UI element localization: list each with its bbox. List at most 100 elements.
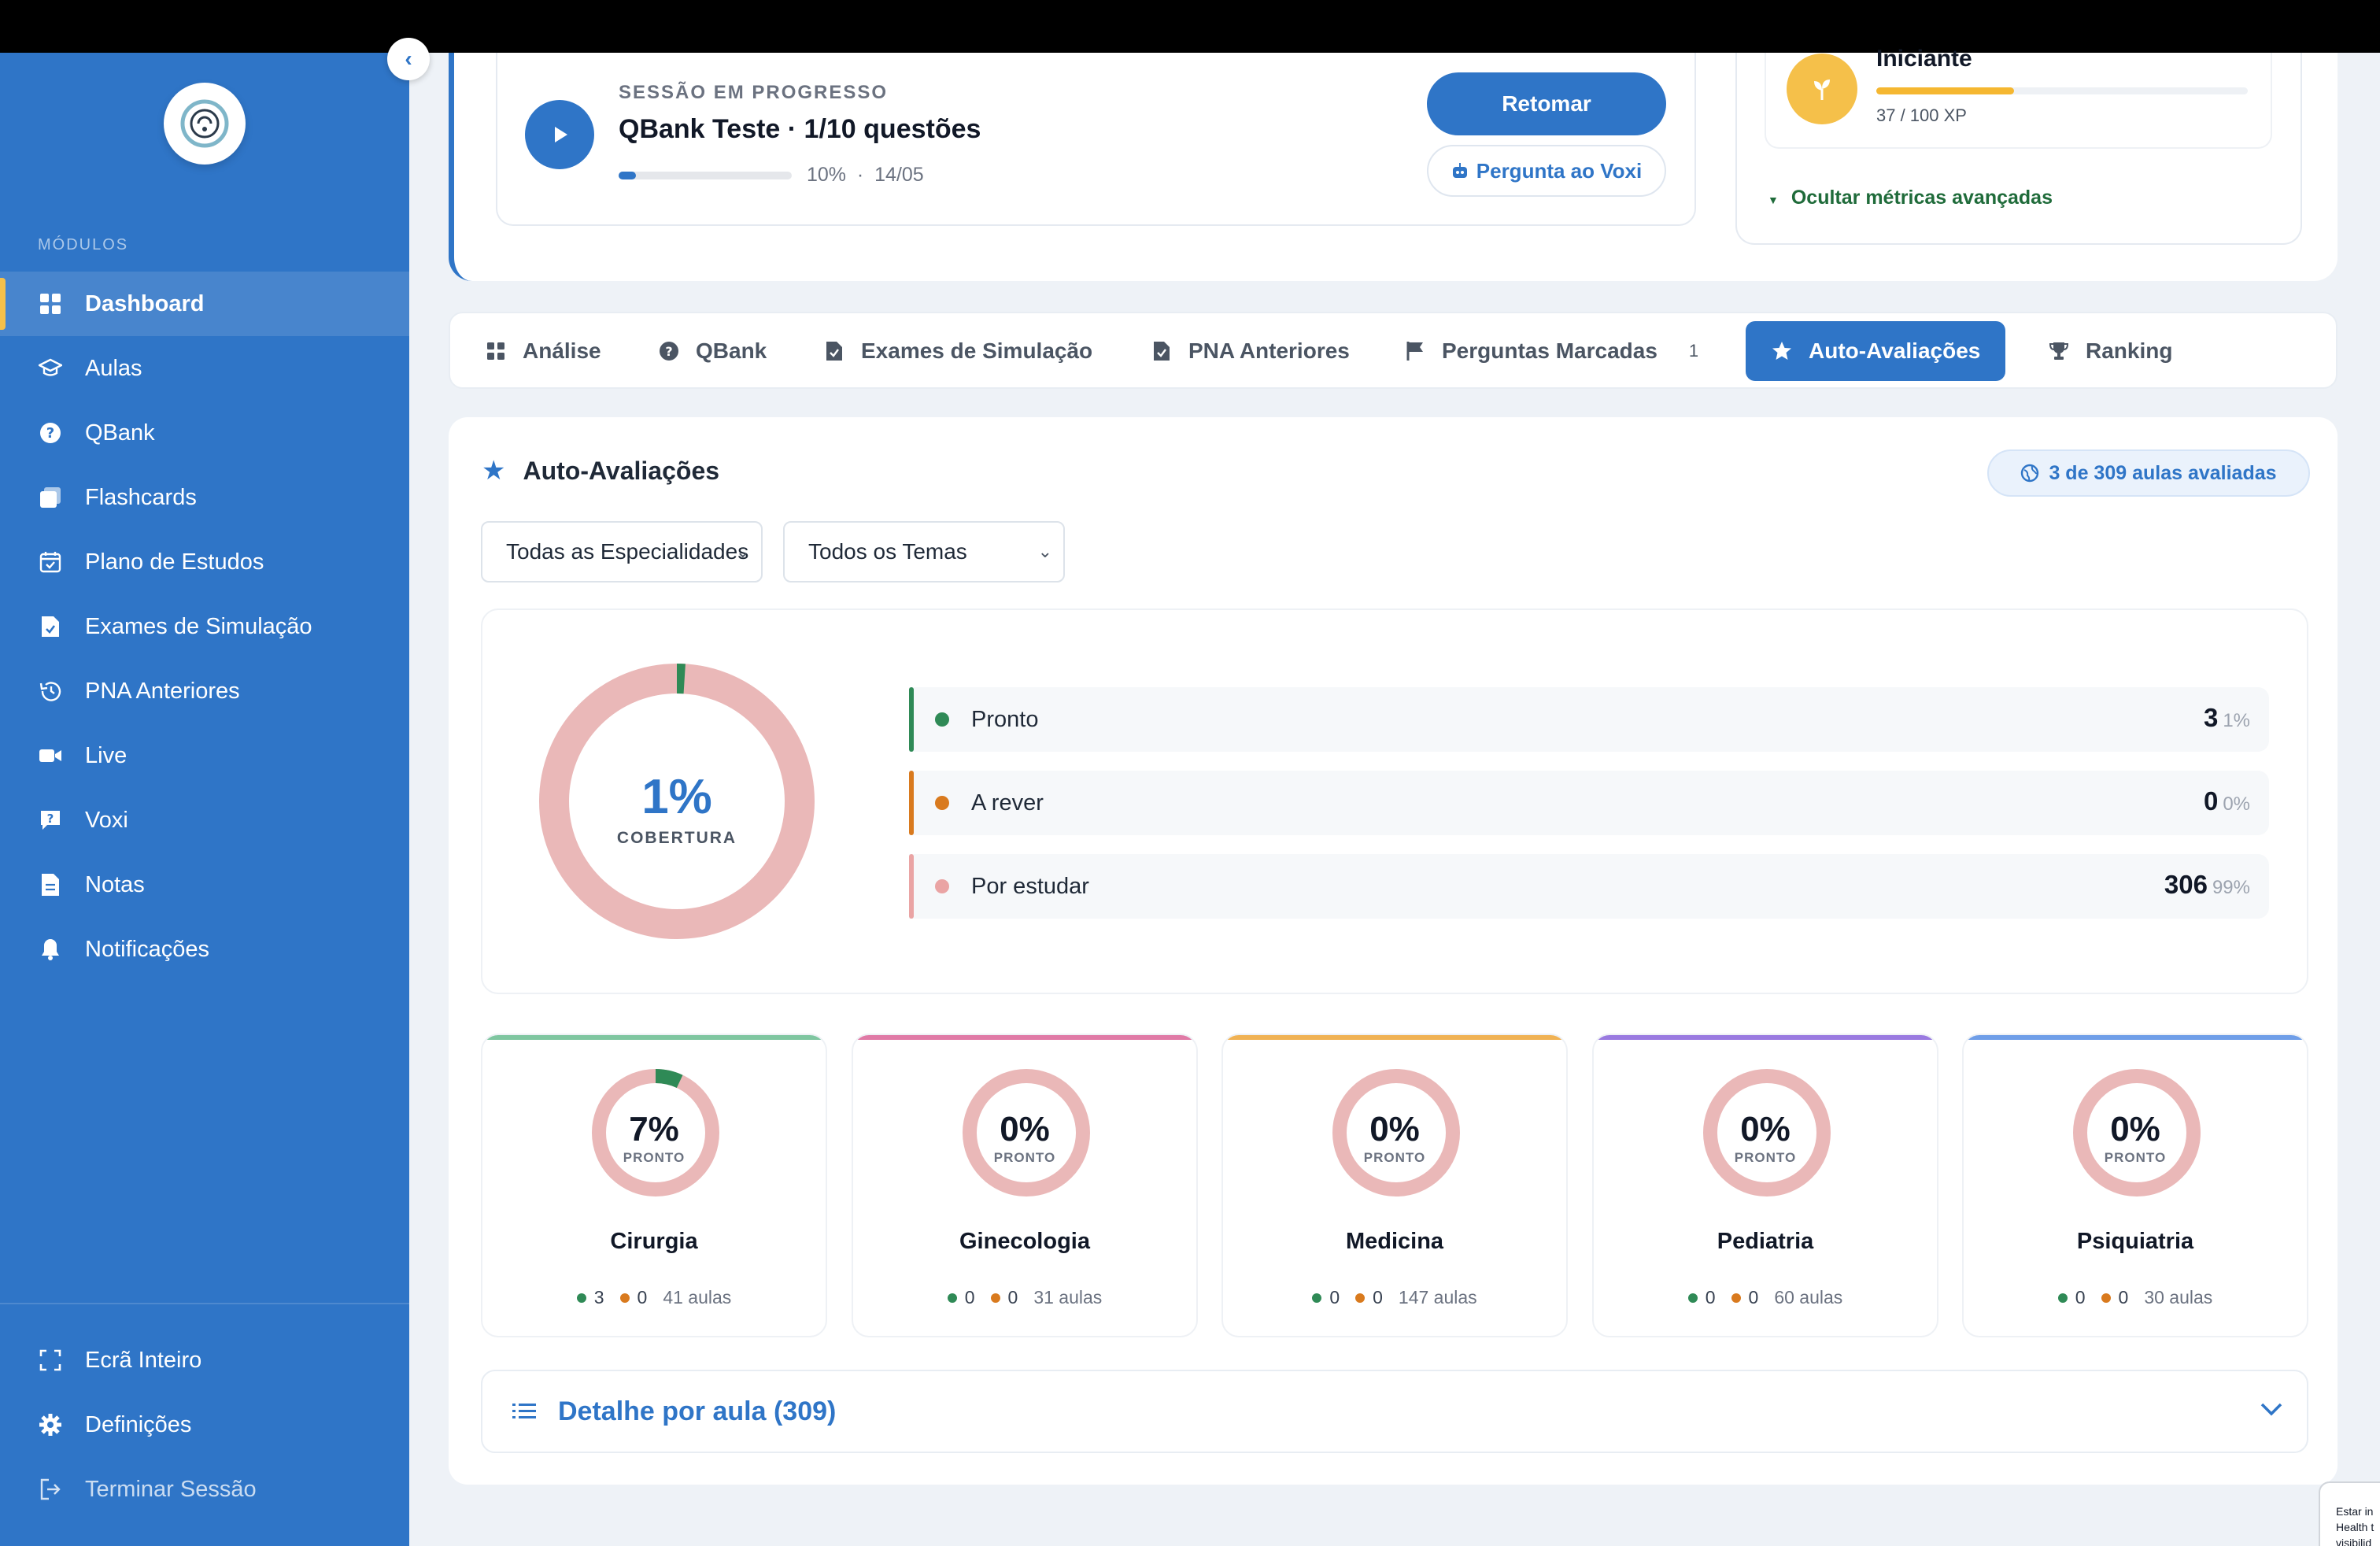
ready-dot (947, 1293, 957, 1303)
session-progress-bar (619, 172, 792, 179)
tab-pna-anteriores[interactable]: PNA Anteriores (1151, 321, 1350, 381)
specialty-card-pediatria[interactable]: 0% PRONTO Pediatria 0 0 60 aulas (1592, 1034, 1938, 1337)
sidebar-item-dashboard[interactable]: Dashboard (0, 272, 409, 336)
star-icon (1771, 340, 1793, 362)
sidebar-item-fullscreen[interactable]: Ecrã Inteiro (0, 1328, 409, 1393)
grid-icon (38, 291, 63, 316)
tab-label: Análise (523, 338, 601, 363)
sidebar-item-notas[interactable]: Notas (0, 853, 409, 917)
stat-row-to-study: Por estudar 306 99% (909, 854, 2269, 919)
tab-label: Auto-Avaliações (1809, 338, 1981, 363)
xp-progress-fill (1876, 87, 2014, 94)
theme-filter-select[interactable]: Todos os Temas ⌄ (783, 521, 1065, 583)
review-count: 0 (2118, 1287, 2129, 1307)
stethoscope-logo-icon (180, 99, 229, 148)
app-logo[interactable] (164, 83, 246, 165)
tab-qbank[interactable]: ? QBank (658, 321, 767, 381)
sidebar-item-notificacoes[interactable]: Notificações (0, 917, 409, 982)
sidebar-item-plano-de-estudos[interactable]: Plano de Estudos (0, 530, 409, 594)
stat-accent-bar (909, 687, 914, 752)
hide-advanced-metrics-label: Ocultar métricas avançadas (1791, 187, 2053, 209)
tab-auto-avaliacoes[interactable]: Auto-Avaliações (1746, 321, 2006, 381)
ask-voxi-button[interactable]: Pergunta ao Voxi (1427, 145, 1666, 197)
ready-count: 0 (1329, 1287, 1340, 1307)
sidebar-item-logout[interactable]: Terminar Sessão (0, 1457, 409, 1522)
specialty-color-bar (1594, 1035, 1937, 1040)
review-dot (990, 1293, 1000, 1303)
specialty-filter-select[interactable]: Todas as Especialidades ⌄ (481, 521, 763, 583)
stat-count: 0 (2203, 786, 2219, 816)
gear-icon (38, 1412, 63, 1437)
review-dot (2101, 1293, 2111, 1303)
sidebar-item-aulas[interactable]: Aulas (0, 336, 409, 401)
specialty-donut (2073, 1069, 2201, 1196)
specialty-card-cirurgia[interactable]: 7% PRONTO Cirurgia 3 0 41 aulas (481, 1034, 827, 1337)
sidebar: MÓDULOS Dashboard Aulas ? QBank Flashcar… (0, 53, 409, 1546)
tab-label: Ranking (2086, 338, 2173, 363)
sidebar-item-pna-anteriores[interactable]: PNA Anteriores (0, 659, 409, 723)
specialty-card-ginecologia[interactable]: 0% PRONTO Ginecologia 0 0 31 aulas (852, 1034, 1198, 1337)
tab-ranking[interactable]: Ranking (2048, 321, 2172, 381)
ready-count: 3 (593, 1287, 604, 1307)
sidebar-item-label: Dashboard (85, 290, 205, 316)
svg-text:?: ? (46, 425, 54, 442)
graduation-cap-icon (38, 356, 63, 381)
specialty-card-psiquiatria[interactable]: 0% PRONTO Psiquiatria 0 0 30 aulas (1962, 1034, 2308, 1337)
lesson-detail-accordion[interactable]: Detalhe por aula (309) (481, 1370, 2308, 1453)
specialty-donut (1332, 1069, 1460, 1196)
ready-dot (1687, 1293, 1698, 1303)
sidebar-item-settings[interactable]: Definições (0, 1393, 409, 1457)
tab-label: Exames de Simulação (861, 338, 1093, 363)
specialty-percent: 0% (1740, 1110, 1791, 1148)
video-icon (38, 743, 63, 768)
xp-level-name: Iniciante (1876, 46, 1972, 72)
tab-perguntas-marcadas[interactable]: Perguntas Marcadas 1 (1404, 321, 1698, 381)
sidebar-item-flashcards[interactable]: Flashcards (0, 465, 409, 530)
tab-label: QBank (696, 338, 767, 363)
sidebar-item-voxi[interactable]: ? Voxi (0, 788, 409, 853)
globe-icon (2021, 464, 2039, 483)
chevron-down-icon: ⌄ (735, 542, 750, 561)
grid-icon (485, 340, 507, 362)
ready-count: 0 (964, 1287, 975, 1307)
sidebar-divider (0, 1303, 409, 1304)
stat-value: 306 99% (2164, 870, 2250, 900)
cookie-notice[interactable]: Estar in Health t visibilid (2319, 1481, 2380, 1546)
sidebar-item-label: Notas (85, 871, 145, 897)
sidebar-item-label: Terminar Sessão (85, 1476, 257, 1502)
sidebar-item-qbank[interactable]: ? QBank (0, 401, 409, 465)
session-title: QBank Teste · 1/10 questões (619, 114, 981, 144)
robot-icon (1452, 163, 1467, 178)
ready-count: 0 (1705, 1287, 1716, 1307)
specialty-name: Cirurgia (610, 1229, 698, 1254)
resume-button[interactable]: Retomar (1427, 72, 1666, 135)
flagged-count-badge: 1 (1688, 341, 1699, 361)
play-session-button[interactable] (525, 100, 594, 169)
sidebar-bottom: Ecrã Inteiro Definições Terminar Sessão (0, 1328, 409, 1522)
modules-label: MÓDULOS (38, 236, 129, 253)
sidebar-item-live[interactable]: Live (0, 723, 409, 788)
specialty-percent: 0% (1000, 1110, 1050, 1148)
sidebar-collapse-button[interactable]: ‹ (387, 38, 430, 80)
specialty-color-bar (1964, 1035, 2307, 1040)
sidebar-item-label: Definições (85, 1411, 192, 1437)
hide-advanced-metrics-toggle[interactable]: ▼ Ocultar métricas avançadas (1768, 187, 2053, 209)
sidebar-item-label: Voxi (85, 807, 128, 833)
specialty-name: Psiquiatria (2076, 1229, 2194, 1254)
sidebar-item-exames-de-simulacao[interactable]: Exames de Simulação (0, 594, 409, 659)
specialty-stats: 0 0 30 aulas (1964, 1287, 2307, 1308)
tab-exames-de-simulacao[interactable]: Exames de Simulação (823, 321, 1092, 381)
specialty-percent-label: PRONTO (1734, 1150, 1797, 1165)
chat-question-icon: ? (38, 808, 63, 833)
fullscreen-icon (38, 1348, 63, 1373)
coverage-percent: 1% (641, 770, 712, 824)
sidebar-item-label: PNA Anteriores (85, 678, 240, 704)
specialty-card-medicina[interactable]: 0% PRONTO Medicina 0 0 147 aulas (1221, 1034, 1568, 1337)
review-count: 0 (1373, 1287, 1383, 1307)
calendar-check-icon (38, 549, 63, 575)
list-icon (512, 1397, 536, 1426)
stat-value: 3 1% (2204, 703, 2250, 733)
tab-analise[interactable]: Análise (485, 321, 601, 381)
specialty-name: Pediatria (1717, 1229, 1814, 1254)
specialty-donut (1703, 1069, 1831, 1196)
